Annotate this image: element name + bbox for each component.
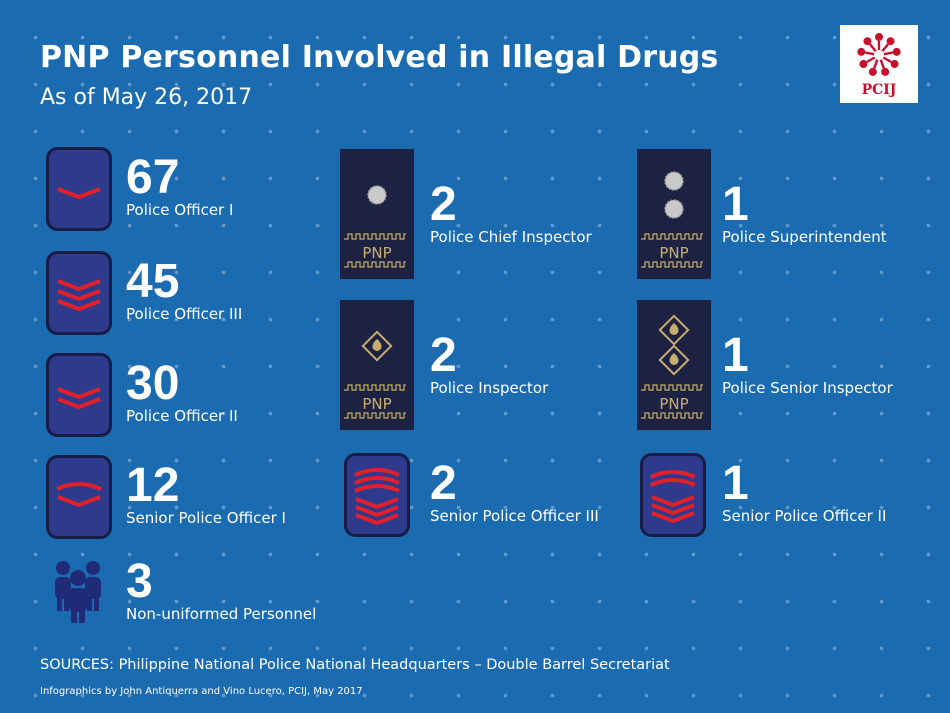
- board-label: PNP: [659, 395, 688, 413]
- stat-rank: Police Chief Inspector: [430, 228, 592, 246]
- rank-chevron-arc-icon: [46, 455, 112, 539]
- stat-pinsp: 2 Police Inspector: [430, 329, 549, 398]
- stat-rank: Senior Police Officer I: [126, 509, 286, 527]
- stat-rank: Senior Police Officer III: [430, 507, 599, 525]
- rank-chevron-3-icon: [46, 251, 112, 335]
- stat-po3: 45 Police Officer III: [126, 255, 243, 324]
- stat-count: 3: [126, 555, 153, 608]
- stat-count: 1: [722, 178, 749, 231]
- stat-rank: Police Officer I: [126, 201, 234, 219]
- pcij-logo-icon: [857, 33, 901, 76]
- stat-psinsp: 1 Police Senior Inspector: [722, 329, 893, 398]
- credits-text: Infographics by John Antiquerra and Vino…: [40, 686, 363, 697]
- stat-rank: Police Superintendent: [722, 228, 887, 246]
- stat-count: 1: [722, 457, 749, 510]
- stat-rank: Police Inspector: [430, 379, 549, 397]
- stat-count: 1: [722, 329, 749, 382]
- stat-nup: 3 Non-uniformed Personnel: [126, 555, 317, 624]
- stat-spo1: 12 Senior Police Officer I: [126, 459, 286, 528]
- stat-count: 45: [126, 255, 180, 308]
- stat-po1: 67 Police Officer I: [126, 151, 234, 220]
- rank-chevron-2-icon: [46, 353, 112, 437]
- board-label: PNP: [362, 395, 391, 413]
- stat-rank: Police Officer III: [126, 305, 243, 323]
- page-title: PNP Personnel Involved in Illegal Drugs: [40, 40, 719, 75]
- stat-rank: Police Officer II: [126, 407, 238, 425]
- stat-count: 2: [430, 329, 457, 382]
- sources-text: SOURCES: Philippine National Police Nati…: [40, 657, 670, 673]
- stat-count: 67: [126, 151, 180, 204]
- shoulder-board-one-sun-icon: PNP: [340, 149, 414, 279]
- shoulder-board-two-sun-icon: PNP: [637, 149, 711, 279]
- stat-count: 2: [430, 178, 457, 231]
- rank-chevron-1-icon: [46, 147, 112, 231]
- stat-count: 30: [126, 357, 180, 410]
- people-group-icon: [55, 561, 101, 623]
- board-label: PNP: [659, 244, 688, 262]
- stat-spo3: 2 Senior Police Officer III: [430, 457, 599, 526]
- stat-po2: 30 Police Officer II: [126, 357, 238, 426]
- stat-count: 2: [430, 457, 457, 510]
- stat-count: 12: [126, 459, 180, 512]
- stat-psupt: 1 Police Superintendent: [722, 178, 887, 247]
- shoulder-board-two-triangle-icon: PNP: [637, 300, 711, 430]
- stat-pci: 2 Police Chief Inspector: [430, 178, 592, 247]
- stat-spo2: 1 Senior Police Officer II: [722, 457, 887, 526]
- pcij-logo: PCIJ: [840, 25, 918, 103]
- stat-rank: Non-uniformed Personnel: [126, 605, 317, 623]
- logo-text: PCIJ: [861, 82, 897, 98]
- stat-rank: Police Senior Inspector: [722, 379, 893, 397]
- board-label: PNP: [362, 244, 391, 262]
- stat-rank: Senior Police Officer II: [722, 507, 887, 525]
- shoulder-board-one-triangle-icon: PNP: [340, 300, 414, 430]
- rank-chevron-arc-2-icon: [640, 453, 706, 537]
- page-subtitle: As of May 26, 2017: [40, 85, 253, 110]
- rank-chevron-arc-3-icon: [344, 453, 410, 537]
